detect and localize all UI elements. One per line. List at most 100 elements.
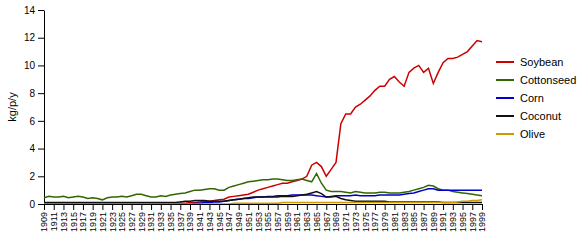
- chart: 1909191119131915191719191921192319251927…: [0, 0, 582, 240]
- tick-mark: [38, 121, 44, 122]
- tick-mark: [297, 204, 298, 210]
- tick-mark: [151, 204, 152, 210]
- tick-mark: [248, 204, 249, 210]
- tick-label: 1941: [195, 212, 205, 232]
- tick-label: 12: [24, 32, 36, 43]
- y-tick: 0: [29, 199, 44, 210]
- tick-label: 1943: [205, 212, 215, 232]
- x-tick: 1959: [283, 204, 293, 232]
- tick-label: 1935: [166, 212, 176, 232]
- tick-label: 1927: [127, 212, 137, 232]
- legend-swatch: [496, 97, 514, 99]
- tick-label: 1917: [78, 212, 88, 232]
- tick-label: 0: [29, 199, 35, 210]
- y-axis: 02468101214: [24, 5, 45, 210]
- x-tick: 1955: [263, 204, 273, 232]
- tick-label: 1971: [341, 212, 351, 232]
- x-tick: 1967: [322, 204, 332, 232]
- tick-label: 8: [29, 88, 35, 99]
- tick-label: 1957: [273, 212, 283, 232]
- tick-mark: [44, 204, 45, 210]
- x-tick: 1917: [78, 204, 88, 232]
- legend-label: Coconut: [520, 110, 561, 122]
- x-tick: 1923: [108, 204, 118, 232]
- x-tick: 1935: [166, 204, 176, 232]
- tick-mark: [38, 93, 44, 94]
- x-tick: 1977: [370, 204, 380, 232]
- tick-label: 1999: [477, 212, 487, 232]
- tick-mark: [433, 204, 434, 210]
- x-tick: 1941: [195, 204, 205, 232]
- tick-mark: [229, 204, 230, 210]
- tick-label: 1919: [88, 212, 98, 232]
- axis-domain: [44, 11, 45, 205]
- x-tick: 1975: [361, 204, 371, 232]
- y-tick: 14: [24, 5, 44, 16]
- x-tick: 1943: [205, 204, 215, 232]
- x-tick: 1995: [458, 204, 468, 232]
- x-tick: 1969: [331, 204, 341, 232]
- tick-label: 1937: [176, 212, 186, 232]
- series-lines: [44, 40, 482, 204]
- y-tick: 12: [24, 32, 44, 43]
- tick-mark: [38, 149, 44, 150]
- tick-mark: [482, 204, 483, 210]
- x-tick: 1911: [49, 204, 59, 231]
- x-tick: 1925: [117, 204, 127, 232]
- x-tick: 1983: [400, 204, 410, 232]
- y-axis-title: kg/p/y: [6, 92, 18, 122]
- tick-label: 1993: [448, 212, 458, 232]
- x-tick: 1933: [156, 204, 166, 232]
- x-tick: 1947: [224, 204, 234, 232]
- tick-mark: [200, 204, 201, 210]
- tick-label: 1997: [468, 212, 478, 232]
- tick-mark: [385, 204, 386, 210]
- x-tick: 1987: [419, 204, 429, 232]
- tick-label: 1983: [400, 212, 410, 232]
- legend-label: Corn: [520, 92, 544, 104]
- tick-label: 1969: [331, 212, 341, 232]
- tick-label: 1973: [351, 212, 361, 232]
- legend-item: Coconut: [496, 110, 561, 122]
- tick-mark: [365, 204, 366, 210]
- x-tick: 1957: [273, 204, 283, 232]
- tick-mark: [278, 204, 279, 210]
- tick-mark: [73, 204, 74, 210]
- tick-label: 1965: [312, 212, 322, 232]
- x-tick: 1951: [244, 204, 254, 232]
- x-tick: 1973: [351, 204, 361, 232]
- tick-label: 1963: [302, 212, 312, 232]
- x-tick: 1939: [185, 204, 195, 232]
- plot: 1909191119131915191719191921192319251927…: [24, 5, 488, 232]
- tick-mark: [375, 204, 376, 210]
- tick-label: 1949: [234, 212, 244, 232]
- x-tick: 1929: [137, 204, 147, 232]
- tick-label: 1953: [254, 212, 264, 232]
- legend-swatch: [496, 61, 514, 63]
- tick-label: 1923: [108, 212, 118, 232]
- tick-label: 1961: [292, 212, 302, 232]
- tick-mark: [346, 204, 347, 210]
- line: [44, 192, 482, 203]
- tick-mark: [38, 176, 44, 177]
- tick-label: 1929: [137, 212, 147, 232]
- legend-label: Olive: [520, 128, 545, 140]
- tick-mark: [336, 204, 337, 210]
- tick-mark: [404, 204, 405, 210]
- x-tick: 1937: [176, 204, 186, 232]
- tick-mark: [38, 204, 44, 205]
- tick-mark: [63, 204, 64, 210]
- tick-mark: [414, 204, 415, 210]
- tick-label: 1975: [361, 212, 371, 232]
- tick-label: 1955: [263, 212, 273, 232]
- x-tick: 1997: [468, 204, 478, 232]
- tick-label: 1979: [380, 212, 390, 232]
- x-tick: 1921: [98, 204, 108, 232]
- x-tick: 1965: [312, 204, 322, 232]
- y-tick: 6: [29, 116, 44, 127]
- x-tick: 1961: [292, 204, 302, 232]
- tick-mark: [268, 204, 269, 210]
- tick-mark: [38, 10, 44, 11]
- tick-label: 1939: [185, 212, 195, 232]
- legend-item: Olive: [496, 128, 545, 140]
